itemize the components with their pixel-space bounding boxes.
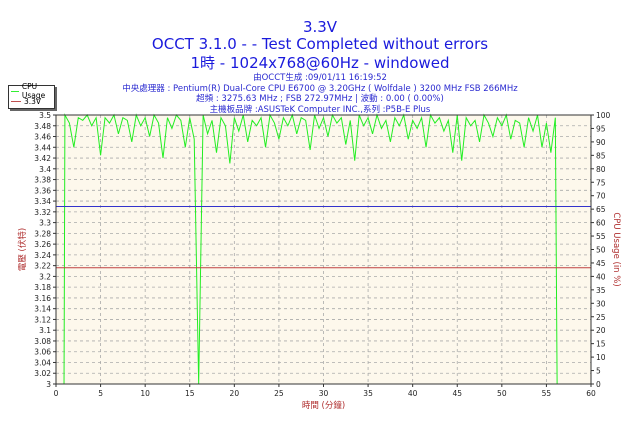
x-tick-label: 15 xyxy=(185,389,195,398)
x-tick-label: 40 xyxy=(408,389,418,398)
y-tick-label: 3.3 xyxy=(39,219,51,228)
legend-swatch xyxy=(11,90,19,92)
x-tick-label: 10 xyxy=(140,389,150,398)
y2-tick-label: 35 xyxy=(596,286,606,295)
legend-label: CPU Usage xyxy=(21,82,46,100)
x-axis-label: 時間 (分鐘) xyxy=(302,400,345,411)
plot-frame xyxy=(55,114,592,385)
y-tick-label: 3.1 xyxy=(39,326,51,335)
x-tick-label: 25 xyxy=(274,389,284,398)
y2-tick-label: 30 xyxy=(596,299,606,308)
y-tick-label: 3.12 xyxy=(34,315,51,324)
x-tick-label: 20 xyxy=(230,389,240,398)
x-tick-label: 30 xyxy=(319,389,329,398)
y2-tick-label: 45 xyxy=(596,259,606,268)
legend-item-voltage: 3.3V xyxy=(9,96,54,106)
y-tick-label: 3.32 xyxy=(34,208,51,217)
info-motherboard: 主機板品牌 :ASUSTeK Computer INC.,系列 :P5B-E P… xyxy=(209,104,431,115)
y2-tick-label: 40 xyxy=(596,272,606,281)
y-tick-label: 3.16 xyxy=(34,294,51,303)
y-tick-label: 3.44 xyxy=(34,143,51,152)
chart-title: 3.3V xyxy=(302,18,338,36)
y2-tick-label: 5 xyxy=(596,367,601,376)
y2-tick-label: 100 xyxy=(596,111,611,120)
y2-tick-label: 80 xyxy=(596,165,606,174)
legend-swatch xyxy=(11,100,21,102)
y-tick-label: 3.26 xyxy=(34,240,51,249)
y-tick-label: 3.46 xyxy=(34,133,51,142)
y-tick-label: 3.38 xyxy=(34,176,51,185)
x-tick-label: 35 xyxy=(363,389,373,398)
x-tick-label: 45 xyxy=(452,389,462,398)
x-tick-label: 5 xyxy=(98,389,103,398)
chart-subtitle-2: 1時 - 1024x768@60Hz - windowed xyxy=(190,54,450,72)
y-tick-label: 3.14 xyxy=(34,305,51,314)
y-tick-label: 3.06 xyxy=(34,348,51,357)
y-tick-label: 3.2 xyxy=(39,272,51,281)
y-tick-label: 3.08 xyxy=(34,337,51,346)
y-axis-label: 電壓 (伏特) xyxy=(17,228,28,271)
x-tick-label: 50 xyxy=(497,389,507,398)
y-tick-label: 3 xyxy=(46,380,51,389)
info-overclock: 超頻 : 3275.63 MHz ; FSB 272.97MHz | 波動 : … xyxy=(196,94,444,104)
y2-tick-label: 60 xyxy=(596,219,606,228)
y2-tick-label: 75 xyxy=(596,178,606,187)
y-tick-label: 3.02 xyxy=(34,369,51,378)
y-tick-label: 3.48 xyxy=(34,122,51,131)
y2-tick-label: 55 xyxy=(596,232,606,241)
info-cpu: 中央處理器 : Pentium(R) Dual-Core CPU E6700 @… xyxy=(122,83,518,94)
y-tick-label: 3.36 xyxy=(34,186,51,195)
legend-item-cpu: CPU Usage xyxy=(9,82,54,100)
y2-tick-label: 10 xyxy=(596,353,606,362)
y-tick-label: 3.18 xyxy=(34,283,51,292)
y2-axis-label: CPU Usage (in %) xyxy=(611,212,621,286)
y2-tick-label: 65 xyxy=(596,205,606,214)
chart-subtitle: OCCT 3.1.0 - - Test Completed without er… xyxy=(151,35,489,53)
y-tick-label: 3.4 xyxy=(39,165,51,174)
y-tick-label: 3.22 xyxy=(34,262,51,271)
y2-tick-label: 70 xyxy=(596,192,606,201)
y2-tick-label: 50 xyxy=(596,246,606,255)
y-tick-label: 3.42 xyxy=(34,154,51,163)
y2-tick-label: 15 xyxy=(596,340,606,349)
y-tick-label: 3.04 xyxy=(34,358,51,367)
y-tick-label: 3.28 xyxy=(34,229,51,238)
x-tick-label: 55 xyxy=(542,389,552,398)
series-line-0 xyxy=(63,113,558,385)
y2-tick-label: 25 xyxy=(596,313,606,322)
y2-tick-label: 95 xyxy=(596,124,606,133)
legend: CPU Usage 3.3V xyxy=(8,82,55,109)
y-tick-label: 3.34 xyxy=(34,197,51,206)
legend-label: 3.3V xyxy=(24,96,42,106)
y-tick-label: 3.24 xyxy=(34,251,51,260)
y2-tick-label: 85 xyxy=(596,151,606,160)
y-tick-label: 3.5 xyxy=(39,111,51,120)
y2-tick-label: 0 xyxy=(596,380,601,389)
x-tick-label: 0 xyxy=(54,389,59,398)
y2-tick-label: 20 xyxy=(596,326,606,335)
info-generated: 由OCCT生成 :09/01/11 16:19:52 xyxy=(253,73,387,83)
x-tick-label: 60 xyxy=(586,389,596,398)
y2-tick-label: 90 xyxy=(596,138,606,147)
